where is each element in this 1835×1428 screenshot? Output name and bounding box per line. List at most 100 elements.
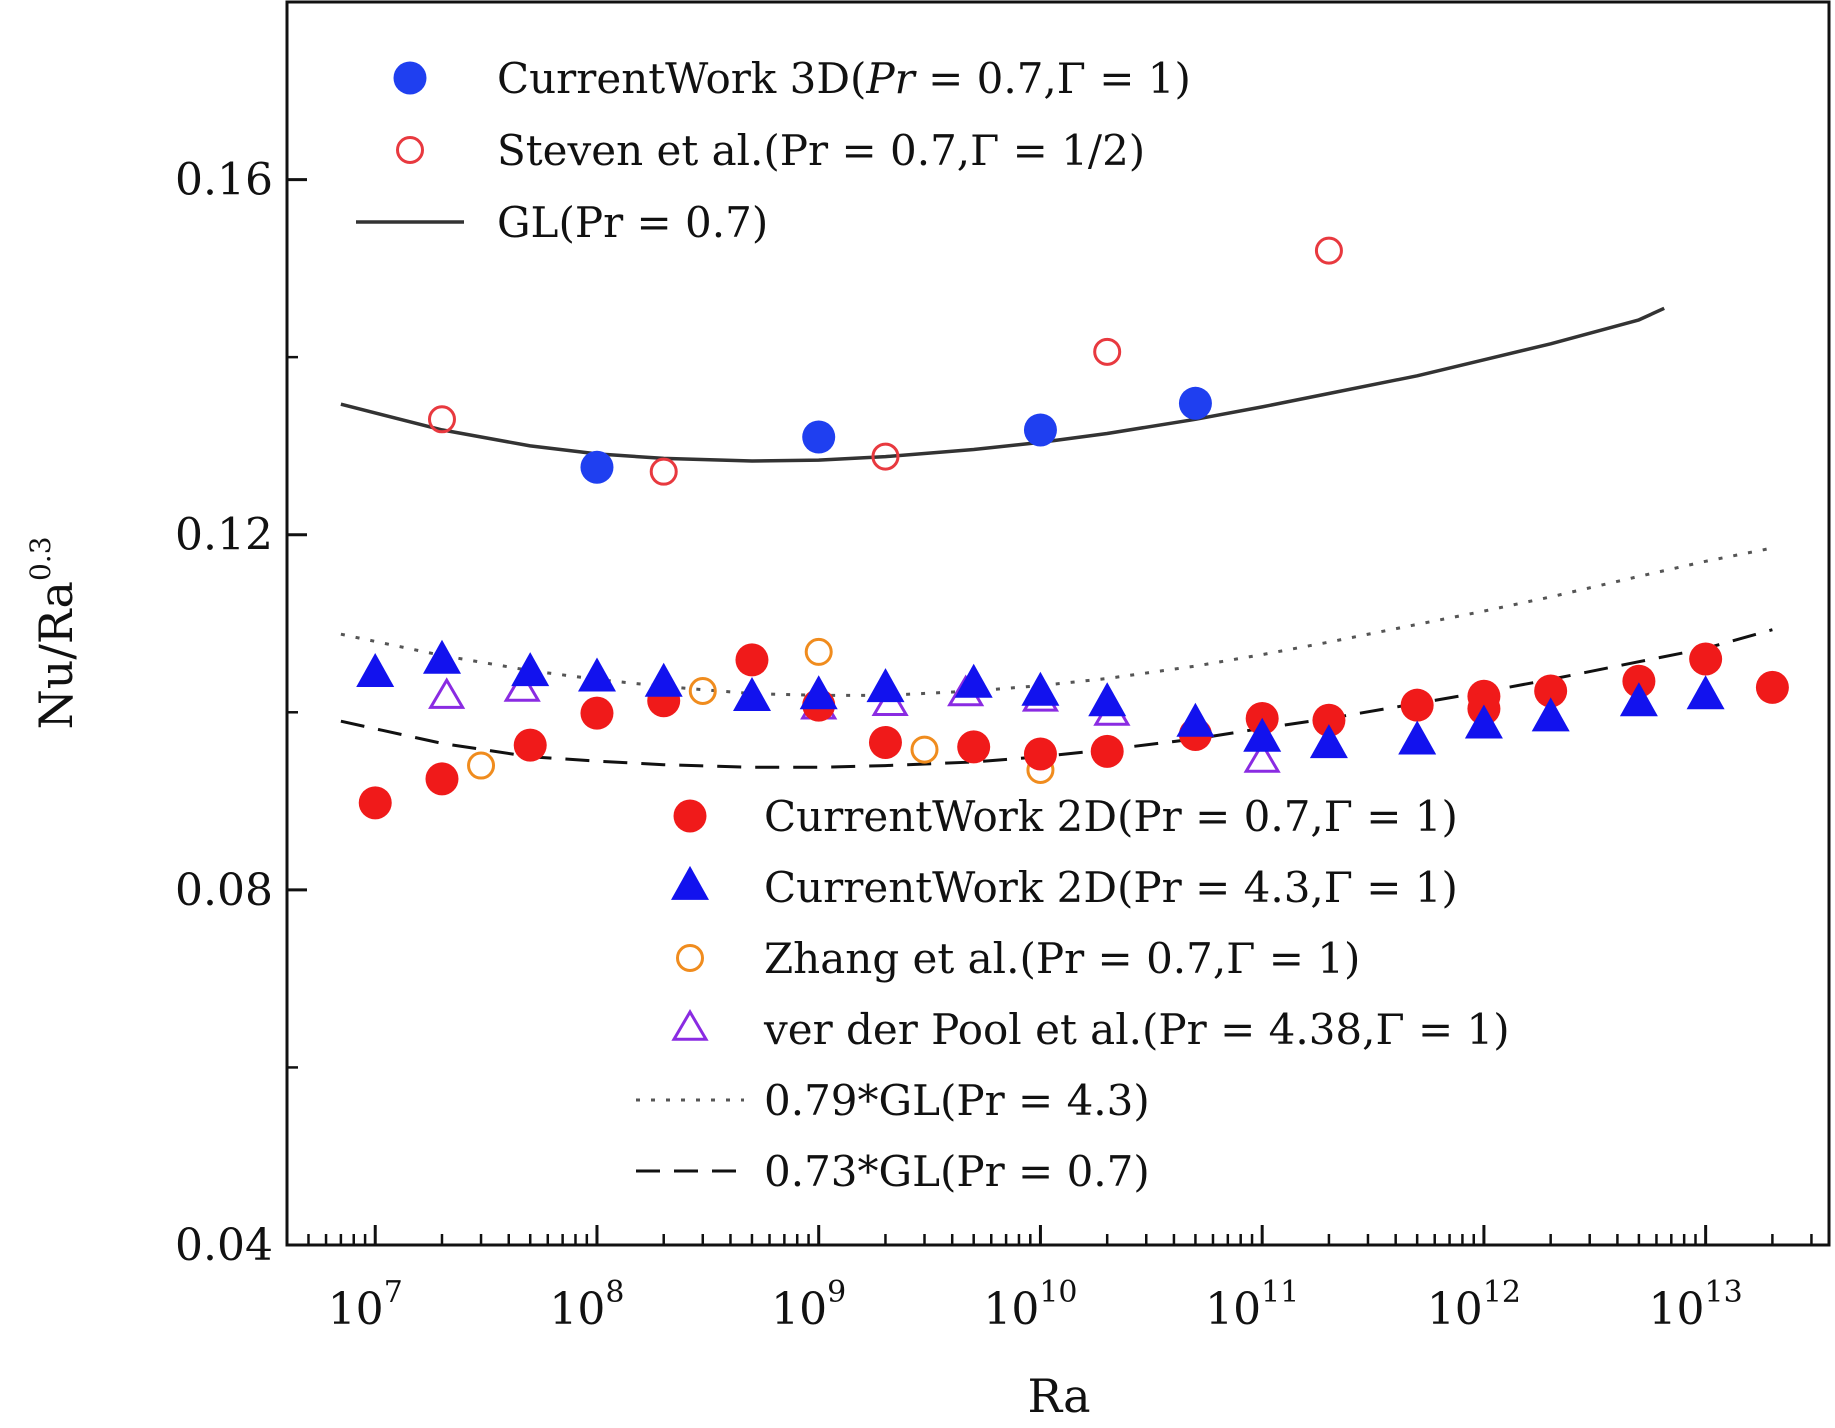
data-point (1312, 703, 1346, 737)
data-point (804, 637, 833, 666)
legend-label: 0.79*GL(Pr = 4.3) (764, 1076, 1150, 1125)
x-tick-label: 108 (549, 1275, 624, 1335)
legend-label: ver der Pool et al.(Pr = 4.38,Γ = 1) (763, 1005, 1510, 1054)
data-point (1243, 717, 1282, 752)
data-point (1464, 704, 1503, 739)
legend-entry: CurrentWork 2D(Pr = 0.7,Γ = 1) (673, 792, 1458, 841)
y-axis-title: Nu/Ra0.3 (24, 536, 83, 729)
y-axis: 0.04 0.08 0.12 0.16 (175, 155, 307, 1271)
line-0-73-gl-pr-0-7 (340, 628, 1773, 769)
data-point (1534, 674, 1568, 708)
data-point (1023, 737, 1057, 771)
data-point (1398, 720, 1437, 755)
data-point (957, 730, 991, 764)
data-point (1755, 670, 1789, 704)
series-currentwork-3d-pr-0-7-1 (580, 386, 1212, 484)
data-point (423, 639, 461, 674)
data-point (1309, 724, 1348, 759)
line-0-79-gl-pr-4-3 (340, 546, 1773, 697)
x-tick-label: 1011 (1205, 1275, 1299, 1335)
series-currentwork-2d-pr-0-7-1 (358, 642, 1789, 820)
x-tick-label: 1013 (1649, 1275, 1743, 1335)
series-steven-et-al-pr-0-7-1-2 (427, 236, 1343, 486)
data-point (1619, 682, 1658, 717)
x-tick-label: 109 (771, 1275, 846, 1335)
data-point (1023, 413, 1057, 447)
series-zhang-et-al-pr-0-7-1 (467, 637, 1055, 784)
data-point (503, 670, 541, 702)
data-point (954, 663, 993, 698)
legend-marker (671, 865, 709, 900)
data-point (467, 751, 496, 780)
legend-label: CurrentWork 3D(Pr = 0.7,Γ = 1) (497, 54, 1191, 103)
legend-top-left: CurrentWork 3D(Pr = 0.7,Γ = 1) Steven et … (356, 54, 1191, 247)
y-tick-label: 0.16 (175, 155, 273, 206)
legend-marker (671, 1009, 709, 1041)
data-point (688, 676, 717, 705)
line-gl-pr-0-7 (340, 306, 1665, 463)
data-point (1686, 675, 1725, 710)
legend-entry: CurrentWork 3D(Pr = 0.7,Γ = 1) (393, 54, 1191, 103)
data-point (428, 677, 466, 709)
data-point (356, 653, 395, 687)
x-axis: 107 108 109 1010 1011 1012 1013 (285, 1225, 1813, 1335)
data-point (799, 675, 838, 710)
legend-marker (676, 944, 704, 972)
x-tick-label: 1012 (1427, 1275, 1521, 1335)
x-tick-label: 1010 (983, 1275, 1077, 1335)
data-point (802, 420, 836, 454)
legend-entry: 0.79*GL(Pr = 4.3) (636, 1076, 1150, 1125)
data-point (868, 725, 902, 759)
data-point (649, 457, 678, 486)
legend-entry: ver der Pool et al.(Pr = 4.38,Γ = 1) (671, 1005, 1510, 1054)
data-point (425, 762, 459, 796)
legend-marker (673, 799, 707, 833)
series-ver-der-pool-et-al-pr-4-38-1 (428, 670, 1281, 773)
legend-entry: Zhang et al.(Pr = 0.7,Γ = 1) (676, 934, 1360, 983)
data-point (1088, 682, 1127, 717)
data-point (578, 657, 616, 692)
data-point (427, 405, 456, 434)
x-tick-label: 107 (328, 1275, 403, 1335)
data-point (871, 442, 900, 471)
plot-area (285, 0, 1831, 1247)
data-point (1314, 236, 1343, 265)
y-tick-label: 0.04 (175, 1220, 273, 1271)
data-point (866, 668, 905, 703)
legend-entry: GL(Pr = 0.7) (356, 198, 768, 247)
legend-label: Zhang et al.(Pr = 0.7,Γ = 1) (764, 934, 1360, 983)
y-tick-label: 0.08 (175, 865, 273, 916)
data-point (358, 786, 392, 820)
data-point (910, 735, 939, 764)
y-axis-title-exponent: 0.3 (24, 536, 57, 581)
data-point (1689, 642, 1723, 676)
data-point (1531, 697, 1570, 732)
data-point (1090, 734, 1124, 768)
legend-label: CurrentWork 2D(Pr = 4.3,Γ = 1) (764, 863, 1458, 912)
legend-marker (396, 136, 424, 164)
data-point (1622, 664, 1656, 698)
data-point (1178, 386, 1212, 420)
legend-entry: CurrentWork 2D(Pr = 4.3,Γ = 1) (671, 863, 1458, 912)
data-point (733, 677, 771, 711)
legend-label: 0.73*GL(Pr = 0.7) (764, 1147, 1150, 1196)
data-point (1093, 337, 1122, 366)
legend-label: CurrentWork 2D(Pr = 0.7,Γ = 1) (764, 792, 1458, 841)
series-currentwork-2d-pr-4-3-1 (356, 639, 1725, 759)
data-point (1176, 702, 1215, 737)
data-point (1400, 688, 1434, 722)
legend-entry: 0.73*GL(Pr = 0.7) (636, 1147, 1150, 1196)
data-point (511, 652, 550, 687)
plot-frame (285, 0, 1831, 1247)
data-point (1021, 671, 1060, 706)
x-axis-title: Ra (1027, 1369, 1090, 1423)
data-point (1243, 741, 1281, 773)
data-point (735, 643, 769, 677)
legend-marker (393, 61, 427, 95)
data-point (644, 662, 683, 697)
y-tick-label: 0.12 (175, 510, 273, 561)
legends: CurrentWork 3D(Pr = 0.7,Γ = 1) Steven et … (356, 54, 1510, 1196)
legend-lower-middle: CurrentWork 2D(Pr = 0.7,Γ = 1) CurrentWor… (636, 792, 1510, 1196)
data-point (580, 696, 614, 730)
